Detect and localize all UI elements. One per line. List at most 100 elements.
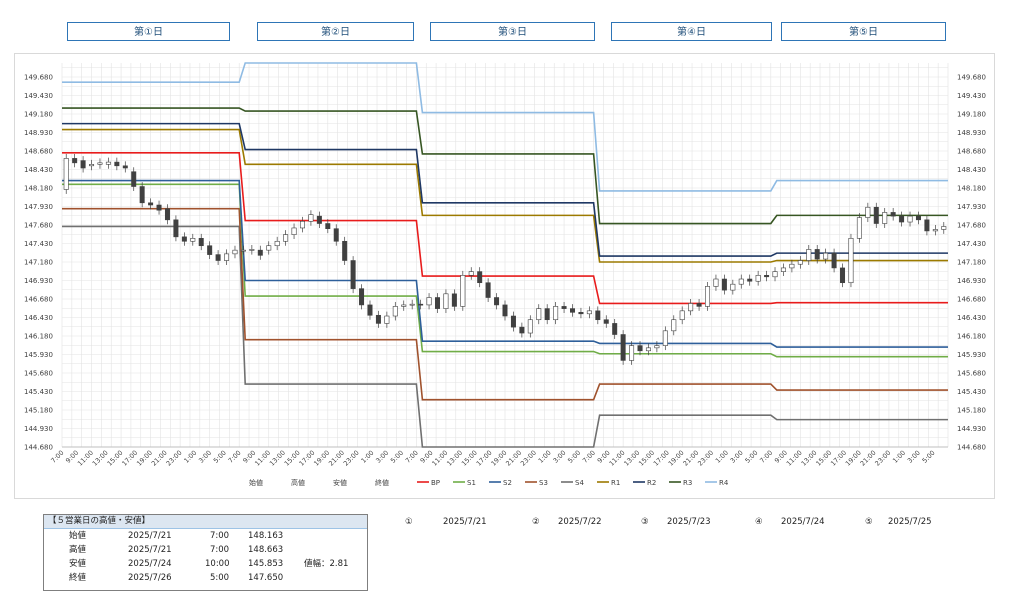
- candle: [283, 230, 289, 246]
- candle-body: [882, 212, 888, 224]
- legend-label: R2: [647, 479, 656, 487]
- candle: [131, 167, 137, 191]
- y-tick-label-right: 144.930: [957, 425, 986, 433]
- candle-body: [645, 347, 651, 352]
- x-tick-label: 7:00: [758, 449, 774, 465]
- candle-body: [325, 223, 331, 230]
- legend-label: 終値: [375, 478, 389, 487]
- candle: [629, 341, 635, 365]
- candle: [899, 211, 905, 227]
- candle-body: [865, 206, 871, 218]
- candle-body: [772, 271, 778, 278]
- pivot-lines: [62, 62, 948, 448]
- candle-body: [434, 297, 440, 309]
- candle-body: [173, 219, 179, 238]
- candle: [586, 306, 592, 319]
- y-tick-label-right: 149.680: [957, 74, 986, 82]
- candle: [915, 211, 921, 225]
- x-tick-label: 7:00: [581, 449, 597, 465]
- candle: [823, 248, 829, 264]
- x-tick-label: 19:00: [312, 449, 331, 468]
- y-tick-label-right: 147.680: [957, 222, 986, 230]
- candle: [392, 301, 398, 321]
- candle-body: [502, 304, 508, 317]
- summary-label: 終値: [69, 573, 87, 583]
- y-tick-label-left: 147.680: [24, 222, 53, 230]
- candle: [72, 153, 78, 168]
- x-tick-label: 19:00: [490, 449, 509, 468]
- candle-body: [789, 263, 795, 269]
- x-tick-label: 3:00: [551, 449, 567, 465]
- candle-body: [510, 315, 516, 328]
- candle: [63, 153, 69, 194]
- day-box-1: 第①日: [67, 22, 230, 41]
- candle: [721, 274, 727, 295]
- x-tick-label: 5:00: [566, 449, 582, 465]
- candle: [274, 236, 280, 251]
- candle: [443, 289, 449, 314]
- candle: [232, 245, 238, 259]
- candle-body: [114, 161, 120, 167]
- candle-body: [814, 249, 820, 260]
- candle: [316, 211, 322, 228]
- x-tick-label: 15:00: [637, 449, 656, 468]
- y-tick-label-left: 149.680: [24, 74, 53, 82]
- candle: [308, 210, 314, 226]
- x-tick-label: 21:00: [504, 449, 523, 468]
- x-tick-label: 13:00: [800, 449, 819, 468]
- pivot-line-R1: [62, 128, 948, 263]
- candle-body: [426, 297, 432, 306]
- y-tick-label-right: 146.680: [957, 296, 986, 304]
- candle-body: [283, 234, 289, 242]
- candle: [249, 244, 255, 255]
- y-tick-label-left: 144.680: [24, 444, 53, 452]
- summary-value: 145.853: [248, 559, 284, 569]
- candle-body: [359, 288, 365, 306]
- candle: [907, 211, 913, 227]
- x-tick-label: 1:00: [714, 449, 730, 465]
- candle-body: [595, 310, 601, 321]
- candle: [434, 293, 440, 314]
- candle-body: [181, 236, 187, 242]
- candle-body: [240, 249, 246, 252]
- candle: [730, 279, 736, 295]
- candle-body: [198, 238, 204, 247]
- x-tick-label: 13:00: [622, 449, 641, 468]
- y-tick-label-right: 145.430: [957, 388, 986, 396]
- candle: [814, 244, 820, 264]
- x-tick-label: 23:00: [165, 449, 184, 468]
- candle-body: [401, 304, 407, 307]
- x-tick-label: 17:00: [298, 449, 317, 468]
- candle: [797, 256, 803, 269]
- candle: [502, 300, 508, 321]
- candle-body: [333, 228, 339, 242]
- candle-body: [350, 260, 356, 289]
- y-tick-label-right: 148.430: [957, 166, 986, 174]
- candle-body: [418, 303, 424, 306]
- candle-body: [738, 278, 744, 285]
- candle: [645, 343, 651, 356]
- candle: [139, 182, 145, 208]
- candle: [224, 249, 230, 265]
- candle-body: [806, 249, 812, 261]
- candle-body: [477, 271, 483, 284]
- day-box-5: 第⑤日: [781, 22, 946, 41]
- candle: [865, 202, 871, 223]
- day-date: 2025/7/25: [888, 517, 932, 527]
- y-tick-label-right: 147.430: [957, 240, 986, 248]
- candle-body: [232, 249, 238, 255]
- x-tick-label: 1:00: [360, 449, 376, 465]
- candle: [80, 156, 86, 173]
- y-tick-label-right: 149.180: [957, 111, 986, 119]
- summary-date: 2025/7/21: [128, 545, 172, 555]
- x-tick-label: 21:00: [150, 449, 169, 468]
- candle-body: [780, 267, 786, 272]
- candle-body: [755, 275, 761, 282]
- legend-label: 始値: [249, 478, 263, 487]
- candle-body: [519, 326, 525, 334]
- x-tick-label: 1:00: [182, 449, 198, 465]
- candle: [806, 244, 812, 265]
- candle: [418, 299, 424, 310]
- candle-body: [468, 271, 474, 276]
- candle: [764, 270, 770, 282]
